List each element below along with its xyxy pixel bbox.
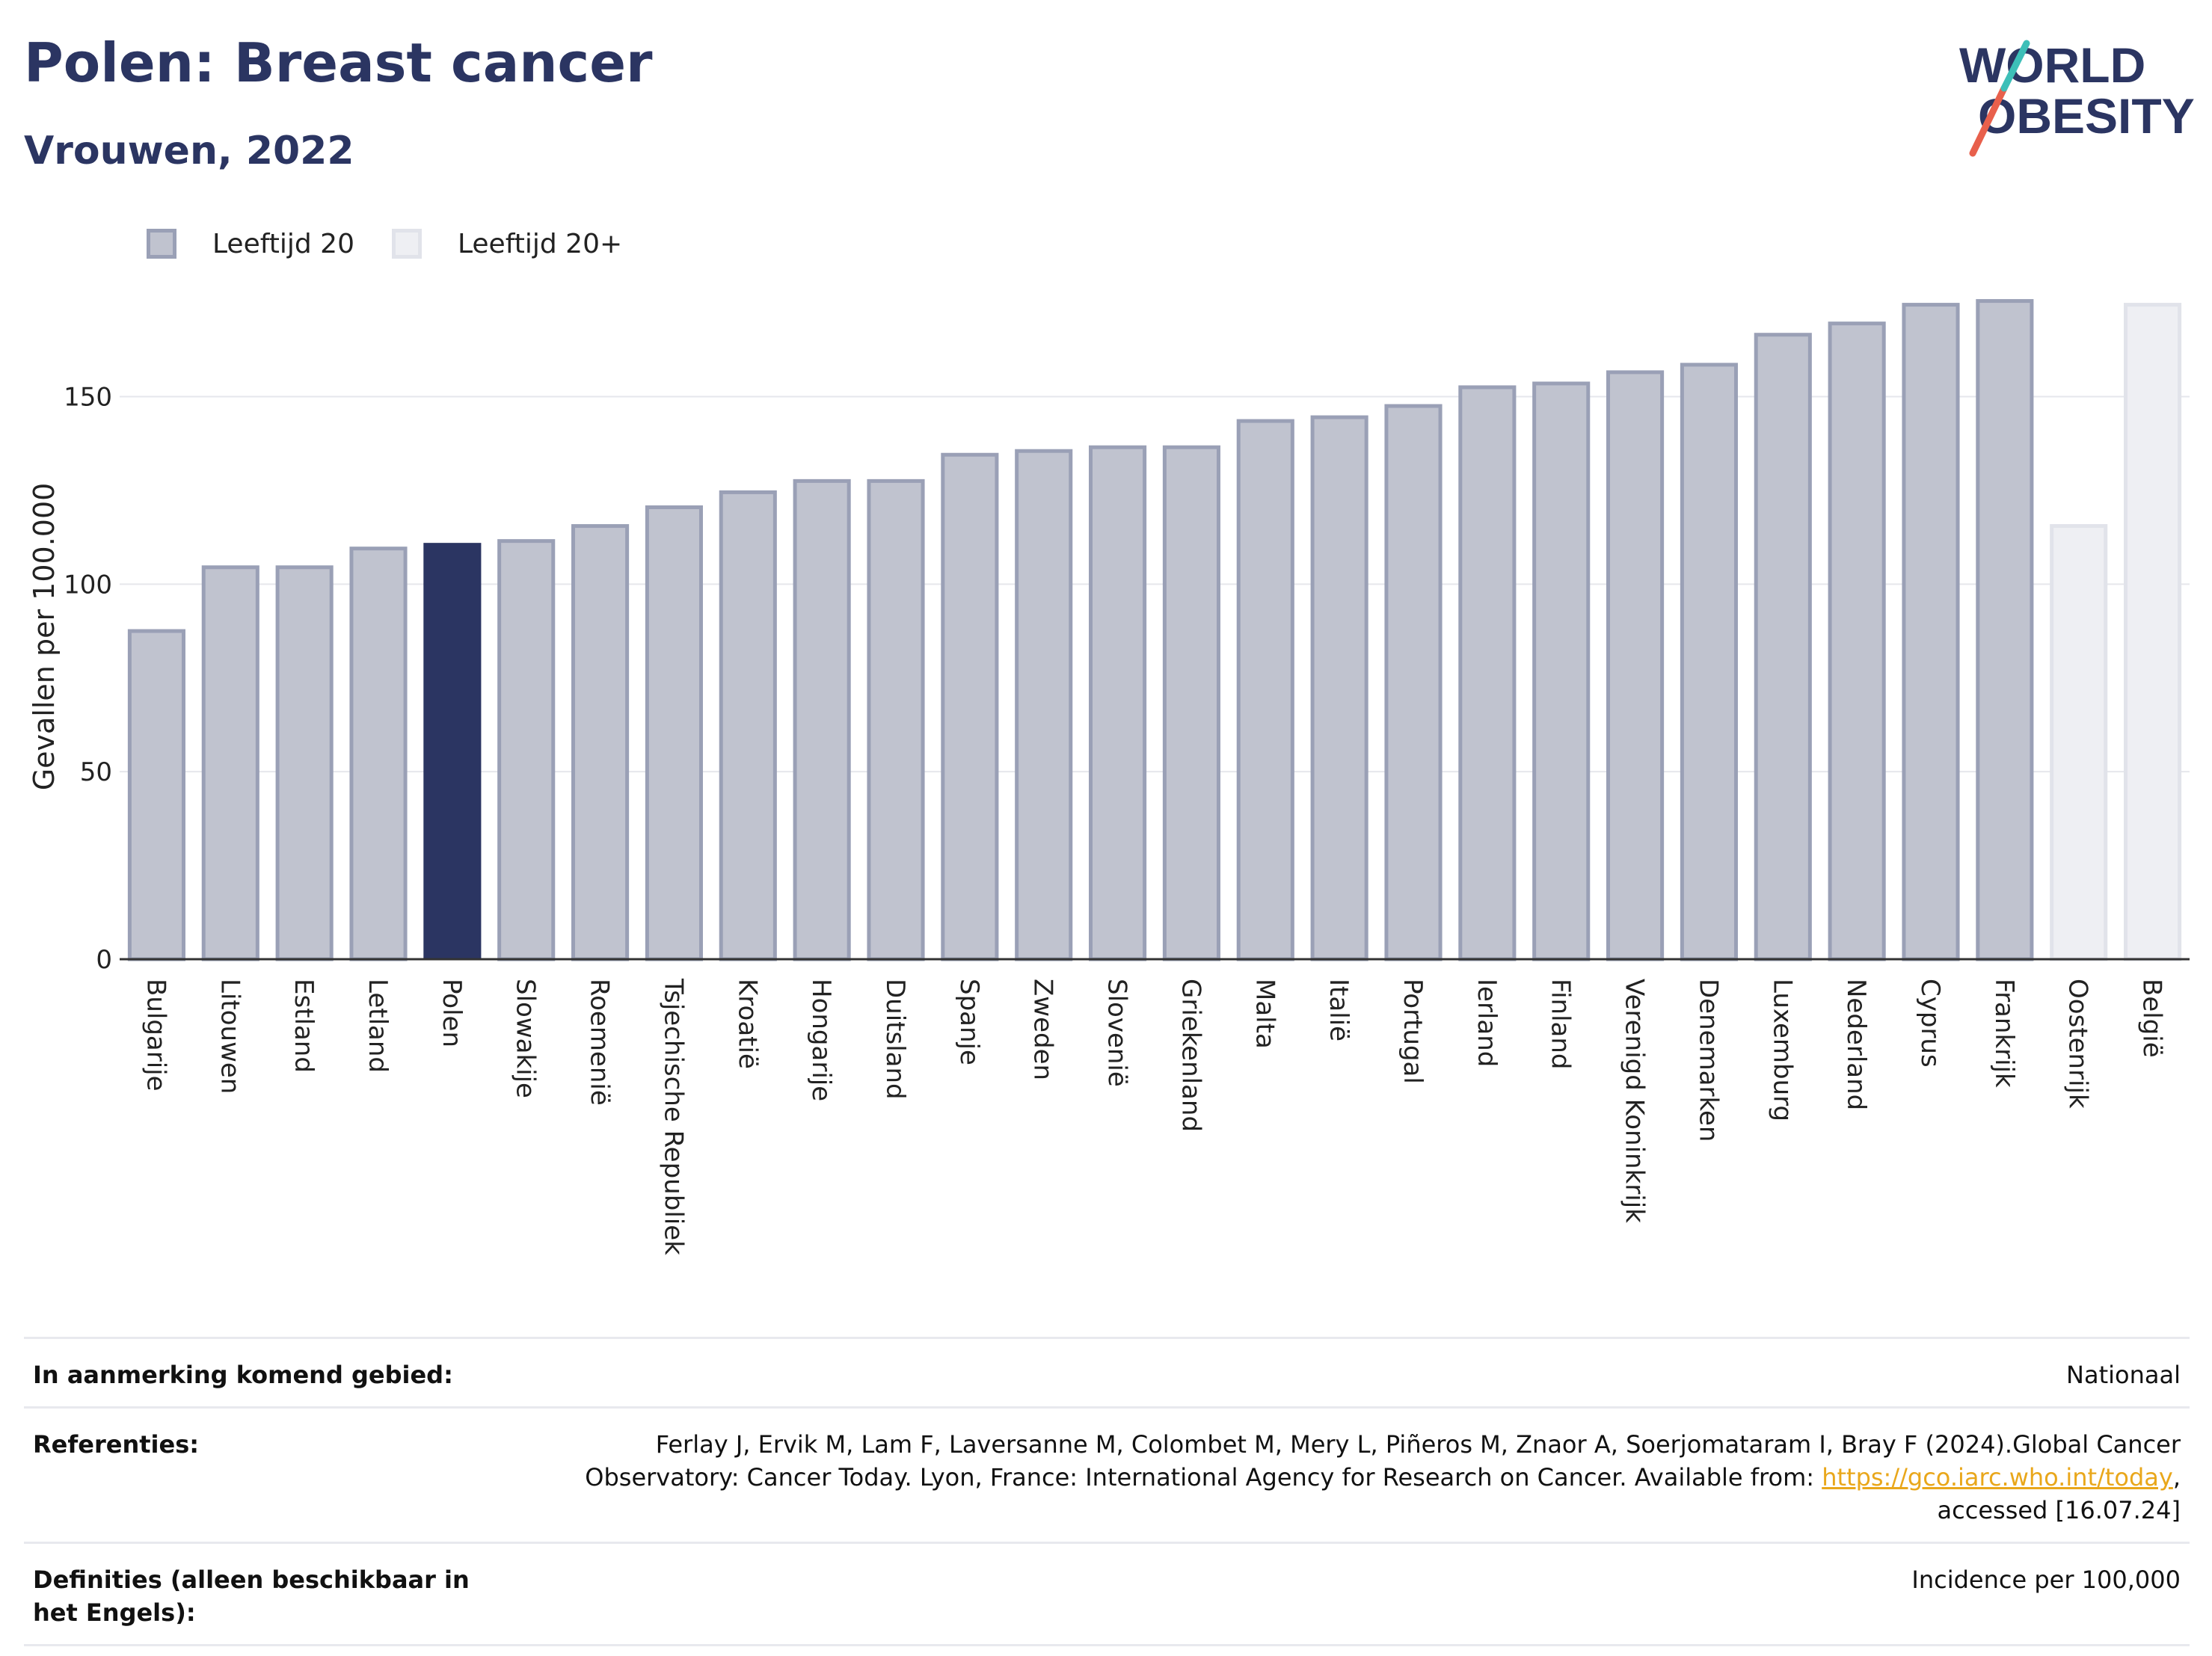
bar — [867, 478, 925, 961]
bar — [1532, 381, 1591, 961]
legend-swatch — [147, 229, 176, 259]
bar — [1236, 419, 1294, 961]
legend-item-leeftijd-20-plus[interactable]: Leeftijd 20+ — [391, 228, 623, 259]
x-tick-label: Kroatië — [732, 979, 762, 1069]
page-title: Polen: Breast cancer — [24, 31, 653, 94]
x-tick-label: Slovenië — [1102, 979, 1132, 1087]
bar — [571, 524, 630, 961]
bar — [1458, 385, 1517, 961]
bar — [201, 565, 259, 961]
info-row-references: Referenties: Ferlay J, Ervik M, Lam F, L… — [24, 1406, 2190, 1542]
x-tick-label: Nederland — [1841, 979, 1871, 1110]
x-tick-label: Finland — [1546, 979, 1576, 1070]
y-tick-label: 50 — [80, 757, 112, 787]
definitions-label: Definities (alleen beschikbaar in het En… — [33, 1566, 470, 1627]
x-tick-label: Hongarije — [806, 979, 836, 1101]
info-row-definitions: Definities (alleen beschikbaar in het En… — [24, 1542, 2190, 1646]
page-subtitle: Vrouwen, 2022 — [24, 129, 354, 173]
bar — [127, 629, 185, 961]
references-label: Referenties: — [33, 1430, 200, 1459]
x-tick-label: Griekenland — [1176, 979, 1205, 1132]
bar — [1089, 445, 1147, 961]
legend-label: Leeftijd 20 — [212, 228, 354, 259]
x-tick-label: Polen — [437, 979, 467, 1047]
references-text: Ferlay J, Ervik M, Lam F, Laversanne M, … — [585, 1430, 2181, 1492]
x-tick-label: Ierland — [1472, 979, 1502, 1067]
x-tick-label: Roemenië — [585, 979, 615, 1106]
legend-label: Leeftijd 20+ — [457, 228, 623, 259]
bar — [1754, 333, 1812, 961]
legend-item-leeftijd-20[interactable]: Leeftijd 20 — [147, 229, 354, 259]
x-tick-label: Italië — [1324, 979, 1354, 1041]
bar — [1680, 363, 1738, 961]
bar — [1310, 415, 1368, 961]
bar — [1902, 303, 1960, 961]
bar — [1976, 299, 2034, 961]
legend-swatch — [391, 229, 422, 259]
bar — [1828, 321, 1886, 961]
bar — [645, 505, 703, 961]
bar — [941, 452, 999, 961]
y-axis-label: Gevallen per 100.000 — [28, 483, 61, 791]
x-tick-label: Slowakije — [511, 979, 541, 1098]
x-tick-label: Letland — [363, 979, 393, 1073]
chart-legend: Leeftijd 20 Leeftijd 20+ — [147, 221, 660, 266]
x-tick-label: Estland — [289, 979, 319, 1073]
bar — [2050, 524, 2108, 961]
y-tick-label: 0 — [96, 945, 112, 975]
x-tick-label: Duitsland — [880, 979, 910, 1100]
x-tick-label: Denemarken — [1693, 979, 1723, 1142]
bar — [1606, 370, 1665, 961]
x-tick-label: Portugal — [1398, 979, 1428, 1084]
x-tick-label: Cyprus — [1915, 979, 1945, 1068]
x-tick-label: Oostenrijk — [2063, 979, 2093, 1109]
area-label: In aanmerking komend gebied: — [33, 1361, 453, 1389]
x-tick-label: Frankrijk — [1989, 979, 2019, 1088]
bar — [1015, 449, 1073, 961]
bar-chart: 0 50 100 150 Gevallen per 100.000 Bulgarije Li… — [28, 299, 2190, 1255]
x-tick-label: Spanje — [954, 979, 984, 1065]
x-tick-label: Bulgarije — [141, 979, 170, 1092]
logo-slash-teal — [2000, 40, 2030, 92]
bar — [1162, 445, 1220, 961]
x-tick-label: Luxemburg — [1767, 979, 1797, 1121]
logo-line2: OBESITY — [1978, 88, 2195, 144]
x-tick-label: Verenigd Koninkrijk — [1620, 979, 1650, 1223]
logo-line1: WORLD — [1959, 37, 2145, 93]
area-value: Nationaal — [2066, 1361, 2181, 1389]
bar — [793, 478, 851, 961]
references-link[interactable]: https://gco.iarc.who.int/today — [1822, 1463, 2173, 1492]
info-row-area: In aanmerking komend gebied: Nationaal — [24, 1337, 2190, 1406]
references-accessed: , accessed [16.07.24] — [1937, 1463, 2181, 1524]
x-tick-label: Malta — [1250, 979, 1279, 1049]
references-value: Ferlay J, Ervik M, Lam F, Laversanne M, … — [550, 1428, 2181, 1527]
bar — [719, 490, 777, 961]
bar — [349, 547, 408, 961]
bar — [423, 543, 482, 959]
bar — [497, 539, 556, 961]
y-tick-label: 100 — [64, 570, 112, 600]
world-obesity-logo: WORLD OBESITY — [1959, 37, 2195, 157]
logo-slash-red — [1969, 84, 2008, 157]
y-tick-label: 150 — [64, 383, 112, 413]
definitions-value: Incidence per 100,000 — [1911, 1566, 2181, 1594]
x-tick-label: Litouwen — [215, 979, 245, 1094]
x-tick-label: Zweden — [1028, 979, 1058, 1080]
x-tick-label: Tsjechische Republiek — [658, 978, 688, 1255]
bar — [2124, 303, 2182, 961]
bar — [275, 565, 334, 961]
bar — [1384, 404, 1443, 961]
info-table: In aanmerking komend gebied: Nationaal R… — [24, 1337, 2190, 1646]
x-tick-label: België — [2137, 979, 2167, 1058]
